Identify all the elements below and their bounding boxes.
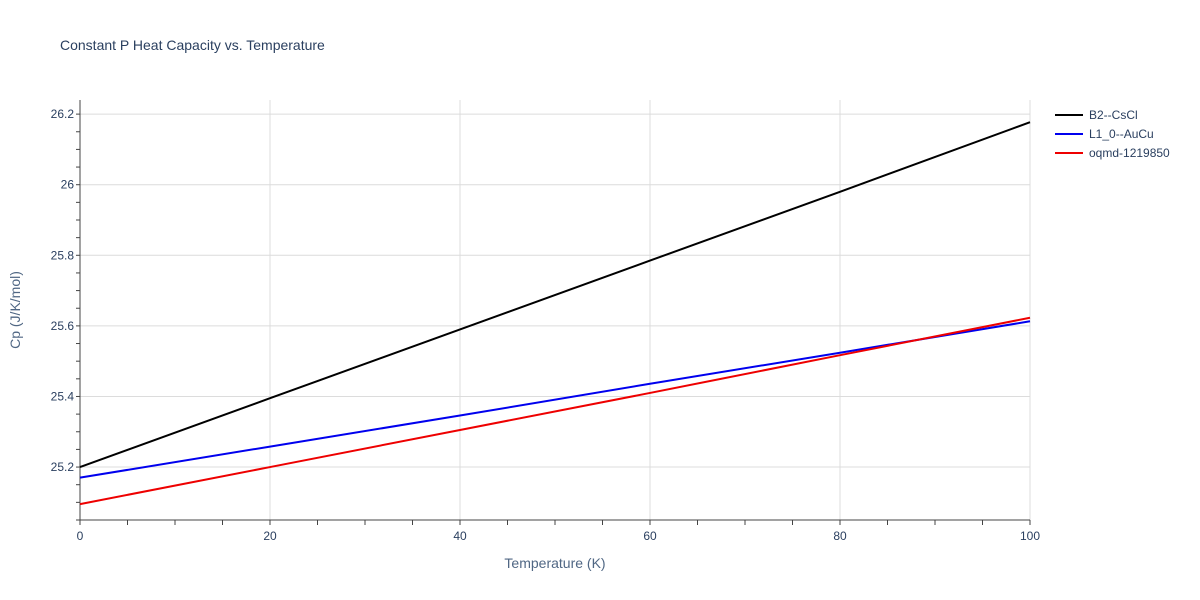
x-axis-title: Temperature (K) [504, 555, 605, 571]
legend-item[interactable]: oqmd-1219850 [1055, 146, 1170, 160]
legend-item[interactable]: L1_0--AuCu [1055, 127, 1154, 141]
x-tick-label: 60 [643, 529, 657, 543]
y-tick-label: 26.2 [51, 107, 75, 121]
series-line-2 [79, 316, 1031, 506]
grid [80, 100, 1031, 520]
legend-label: oqmd-1219850 [1089, 146, 1170, 160]
y-tick-label: 25.4 [51, 389, 75, 403]
y-tick-label: 25.6 [51, 319, 75, 333]
series-line-0 [79, 121, 1031, 469]
axes: 0 20 40 60 80 100 25.2 25.4 25.6 25.8 26 26.2 [51, 100, 1040, 543]
series-line-1 [79, 320, 1031, 479]
legend[interactable]: B2--CsCl L1_0--AuCu oqmd-1219850 [1055, 108, 1170, 160]
x-tick-label: 40 [453, 529, 467, 543]
y-axis-title: Cp (J/K/mol) [7, 271, 23, 349]
legend-label: L1_0--AuCu [1089, 127, 1154, 141]
legend-label: B2--CsCl [1089, 108, 1138, 122]
x-tick-label: 100 [1020, 529, 1040, 543]
legend-item[interactable]: B2--CsCl [1055, 108, 1138, 122]
x-tick-label: 0 [77, 529, 84, 543]
y-tick-label: 25.8 [51, 248, 75, 262]
x-tick-label: 80 [833, 529, 847, 543]
x-tick-label: 20 [263, 529, 277, 543]
series-lines [79, 121, 1031, 506]
y-tick-label: 26 [61, 178, 75, 192]
y-tick-label: 25.2 [51, 460, 75, 474]
chart-title: Constant P Heat Capacity vs. Temperature [60, 37, 325, 53]
